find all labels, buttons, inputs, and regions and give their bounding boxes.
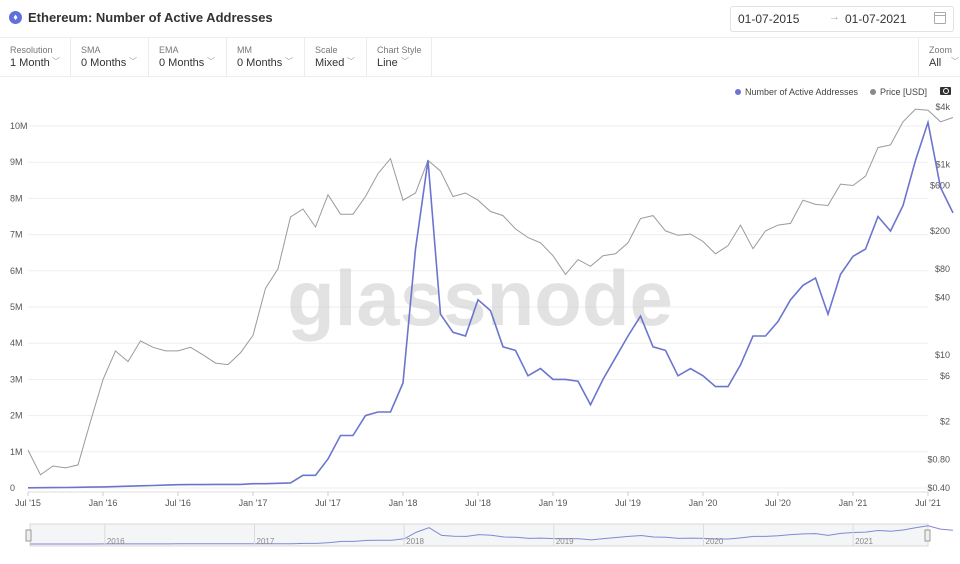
y-left-tick-label: 7M (10, 230, 23, 240)
chevron-down-icon: ﹀ (285, 57, 293, 66)
date-from-input[interactable]: 01-07-2015 (738, 12, 800, 26)
zoom-label: Zoom (929, 45, 953, 55)
y-right-tick-label: $4k (935, 102, 950, 112)
chevron-down-icon: ﹀ (951, 57, 959, 66)
x-tick-label: Jul '17 (315, 498, 341, 508)
chevron-down-icon: ﹀ (52, 57, 60, 66)
y-right-tick-label: $10 (935, 350, 950, 360)
x-tick-label: Jan '18 (389, 498, 418, 508)
chart-style-value: Line (377, 57, 398, 69)
navigator-series-line (30, 525, 953, 545)
y-left-tick-label: 5M (10, 302, 23, 312)
y-right-tick-label: $0.40 (927, 483, 950, 493)
y-left-tick-label: 0 (10, 483, 15, 493)
series-line-active-addresses (27, 119, 954, 489)
x-tick-label: Jul '15 (15, 498, 41, 508)
ethereum-icon: ♦ (9, 11, 22, 24)
sma-value: 0 Months (81, 57, 127, 69)
y-left-axis: 0 1M 2M 3M 4M 5M 6M 7M 8M 9M 10M (10, 121, 28, 493)
navigator-year-label: 2016 (107, 537, 125, 546)
mm-select[interactable]: MM 0 Months ﹀ (227, 38, 305, 76)
x-tick-label: Jul '19 (615, 498, 641, 508)
scale-label: Scale (315, 45, 338, 55)
x-axis: Jul '15 Jan '16 Jul '16 Jan '17 Jul '17 Jan '… (15, 491, 941, 508)
y-left-tick-label: 8M (10, 193, 23, 203)
x-tick-label: Jan '17 (239, 498, 268, 508)
y-right-tick-label: $40 (935, 293, 950, 303)
zoom-select[interactable]: Zoom All ﹀ (918, 38, 960, 76)
scale-select[interactable]: Scale Mixed ﹀ (305, 38, 367, 76)
title-bar: ♦ Ethereum: Number of Active Addresses 0… (0, 0, 960, 37)
navigator-year-label: 2018 (406, 537, 424, 546)
x-tick-label: Jan '16 (89, 498, 118, 508)
legend-label-price: Price [USD] (880, 87, 928, 97)
chevron-down-icon: ﹀ (401, 57, 409, 66)
mm-label: MM (237, 45, 252, 55)
ema-value: 0 Months (159, 57, 205, 69)
ema-label: EMA (159, 45, 179, 55)
zoom-value: All (929, 57, 942, 69)
navigator-year-label: 2021 (855, 537, 873, 546)
chart-toolbar: Resolution 1 Month ﹀ SMA 0 Months ﹀ EMA … (0, 37, 960, 77)
y-left-tick-label: 1M (10, 447, 23, 457)
calendar-icon[interactable] (934, 12, 946, 24)
navigator-right-handle[interactable] (924, 529, 931, 542)
resolution-select[interactable]: Resolution 1 Month ﹀ (0, 38, 71, 76)
x-tick-label: Jul '20 (765, 498, 791, 508)
chevron-down-icon: ﹀ (129, 57, 137, 66)
x-tick-label: Jul '18 (465, 498, 491, 508)
chevron-down-icon: ﹀ (347, 57, 355, 66)
y-right-tick-label: $2 (940, 416, 950, 426)
y-left-tick-label: 10M (10, 121, 28, 131)
y-right-tick-label: $1k (935, 159, 950, 169)
navigator-year-label: 2020 (706, 537, 724, 546)
y-left-tick-label: 6M (10, 266, 23, 276)
mm-value: 0 Months (237, 57, 283, 69)
legend-label-active: Number of Active Addresses (745, 87, 859, 97)
x-tick-label: Jan '19 (539, 498, 568, 508)
sma-select[interactable]: SMA 0 Months ﹀ (71, 38, 149, 76)
date-to-input[interactable]: 01-07-2021 (845, 12, 907, 26)
ema-select[interactable]: EMA 0 Months ﹀ (149, 38, 227, 76)
resolution-value: 1 Month (10, 57, 50, 69)
y-right-tick-label: $6 (940, 371, 950, 381)
watermark: glassnode (287, 254, 673, 342)
navigator-year-label: 2017 (257, 537, 275, 546)
arrow-right-icon: → (829, 11, 840, 23)
y-right-axis: $0.40$0.80$2$6$10$40$80$200$600$1k$4k (927, 102, 950, 493)
camera-icon[interactable] (940, 87, 951, 95)
legend-dot-active (735, 88, 741, 95)
resolution-label: Resolution (10, 45, 53, 55)
legend-item-price[interactable]: Price [USD] (870, 87, 927, 97)
navigator-year-label: 2019 (556, 537, 574, 546)
legend-item-active[interactable]: Number of Active Addresses (735, 87, 858, 97)
x-tick-label: Jul '21 (915, 498, 941, 508)
y-left-tick-label: 9M (10, 157, 23, 167)
y-right-tick-label: $80 (935, 264, 950, 274)
y-left-tick-label: 2M (10, 411, 23, 421)
y-right-tick-label: $200 (930, 226, 950, 236)
y-left-tick-label: 3M (10, 374, 23, 384)
x-tick-label: Jan '21 (839, 498, 868, 508)
scale-value: Mixed (315, 57, 345, 69)
series-line-price (27, 108, 954, 476)
chevron-down-icon: ﹀ (207, 57, 215, 66)
chart-style-select[interactable]: Chart Style Line ﹀ (367, 38, 432, 76)
sma-label: SMA (81, 45, 101, 55)
date-range-picker[interactable]: 01-07-2015 → 01-07-2021 (730, 6, 954, 32)
navigator-left-handle[interactable] (25, 529, 32, 542)
legend-dot-price (870, 88, 876, 95)
grid-lines (28, 125, 928, 489)
x-tick-label: Jan '20 (689, 498, 718, 508)
chart-style-label: Chart Style (377, 45, 422, 55)
y-left-tick-label: 4M (10, 338, 23, 348)
chart-title: Ethereum: Number of Active Addresses (28, 10, 273, 25)
navigator: 2016 2017 2018 2019 2020 2021 (25, 523, 953, 547)
y-right-tick-label: $0.80 (927, 454, 950, 464)
x-tick-label: Jul '16 (165, 498, 191, 508)
